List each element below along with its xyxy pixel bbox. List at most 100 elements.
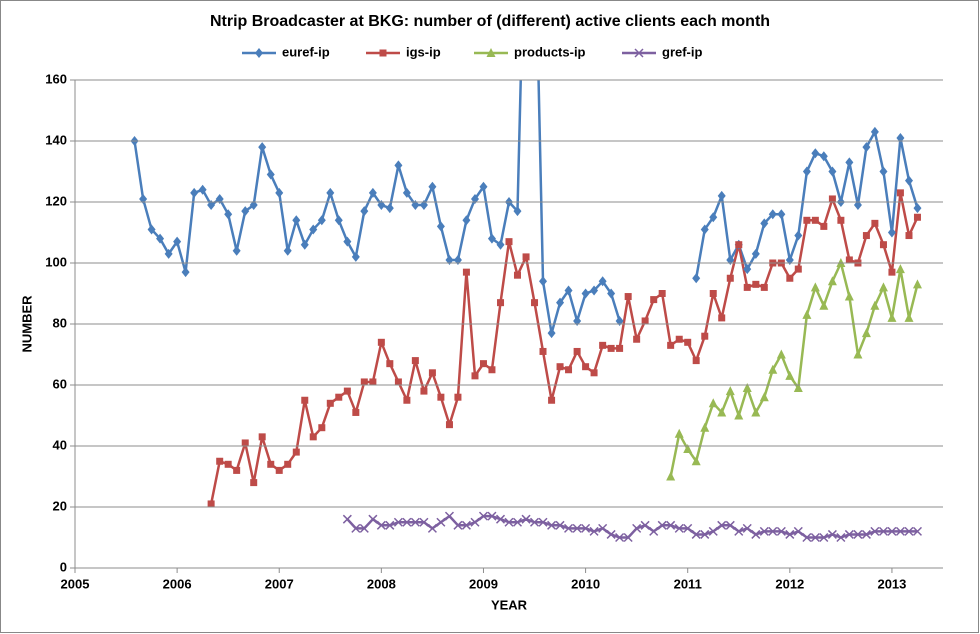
series-line [209,191,919,505]
data-point [555,520,565,530]
y-tick-label: 0 [60,559,67,574]
data-point [666,471,676,481]
data-point [624,293,632,301]
data-point [853,200,862,211]
data-point [904,175,913,186]
data-point [539,276,548,287]
legend-label: euref-ip [282,44,330,59]
data-point [513,206,522,217]
data-point [692,273,701,284]
data-point [521,514,531,524]
data-point [658,290,666,297]
data-point [512,517,523,527]
data-point [640,520,650,530]
data-point [470,517,480,527]
y-tick-label: 120 [45,193,67,208]
data-point [615,532,625,543]
data-point [904,526,914,536]
data-point [385,203,394,214]
data-point [531,299,539,307]
data-point [870,300,880,310]
data-point [318,424,326,432]
data-point [734,526,744,536]
data-point [844,529,854,539]
data-point [351,523,361,533]
data-point [173,236,182,247]
y-tick-label: 20 [53,498,67,513]
data-point [725,520,735,530]
data-point [198,184,207,195]
data-point [811,148,820,159]
data-point [581,523,591,533]
data-point [879,241,887,249]
data-point [667,341,675,349]
x-tick-label: 2010 [571,576,600,591]
data-point [241,206,250,217]
data-point [427,523,437,533]
data-point [454,393,462,401]
data-point [590,369,598,377]
data-point [394,160,403,171]
data-point [751,407,761,417]
data-point [292,215,301,226]
data-point [760,218,769,229]
data-point [810,282,820,292]
y-tick-label: 160 [45,71,67,86]
data-point [436,221,445,232]
data-point [360,206,369,217]
data-point [751,529,761,539]
data-point [743,264,752,275]
y-tick-label: 40 [53,437,67,452]
data-point [871,219,879,227]
data-point [708,526,718,536]
data-point [497,299,505,307]
data-point [598,523,608,533]
data-point [164,248,173,259]
data-point [870,126,879,137]
data-point [878,526,888,536]
data-point [819,300,829,310]
data-point [913,203,922,214]
data-point [887,526,897,536]
data-point [803,216,811,224]
legend-item: gref-ip [622,44,703,59]
x-tick-label: 2007 [265,576,294,591]
data-point [776,349,786,359]
data-point [895,264,905,274]
data-point [708,398,718,408]
legend-label: igs-ip [406,44,441,59]
data-point [700,529,710,539]
data-point [342,514,352,524]
data-point [641,317,649,325]
data-point [879,166,888,177]
data-point [224,209,233,220]
data-point [156,233,165,244]
data-point [564,523,574,533]
data-point [912,526,923,536]
data-point [410,517,420,527]
legend-label: products-ip [514,44,586,59]
data-point [845,256,853,264]
x-tick-label: 2008 [367,576,396,591]
data-point [836,532,846,543]
data-point [650,296,658,304]
data-point [649,526,659,536]
data-point [717,520,727,530]
data-point [547,328,556,339]
data-point [718,314,726,322]
data-point [828,195,836,203]
y-tick-label: 60 [53,376,67,391]
data-point [726,254,735,265]
data-point [565,366,573,374]
data-point [743,283,751,291]
data-point [386,360,394,368]
data-point [420,387,428,395]
data-point [895,526,905,536]
data-point [539,347,547,355]
data-point [632,523,642,533]
data-point [742,383,752,393]
data-point [444,511,454,521]
data-point [428,369,436,377]
plot-area [130,80,923,543]
data-point [250,479,258,487]
